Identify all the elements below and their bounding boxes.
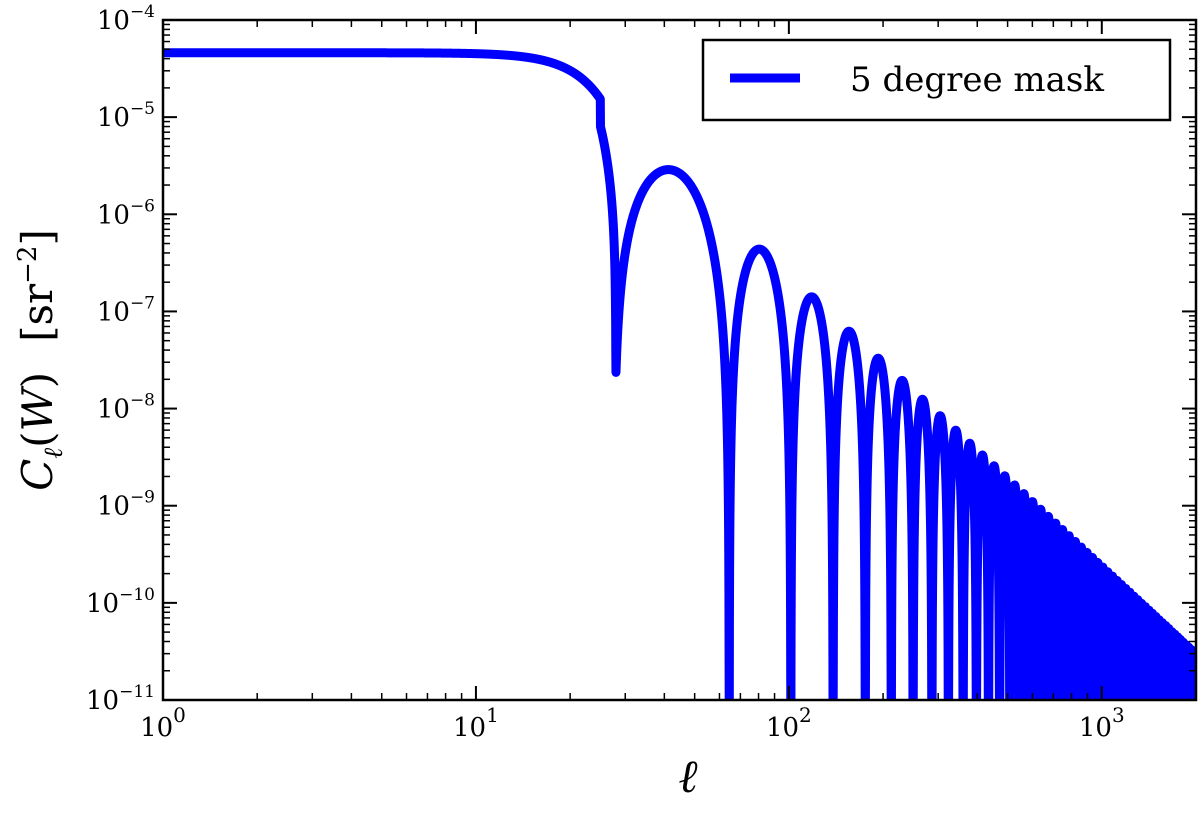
y-tick-label: 10−11	[86, 682, 155, 716]
legend-label: 5 degree mask	[850, 60, 1104, 100]
x-tick-label: 103	[1079, 703, 1125, 743]
y-tick-label: 10−4	[97, 2, 155, 36]
y-axis-label: Cℓ(W)[sr−2]	[13, 229, 69, 491]
legend: 5 degree mask	[701, 38, 1172, 122]
x-tick-label: 102	[766, 703, 812, 743]
x-axis-label: ℓ	[678, 749, 698, 803]
y-tick-label: 10−7	[97, 293, 155, 327]
y-tick-label: 10−10	[86, 585, 155, 619]
x-tick-label: 100	[140, 703, 186, 743]
y-tick-label: 10−6	[97, 196, 155, 230]
plot-frame	[161, 18, 1198, 702]
y-tick-label: 10−9	[97, 488, 155, 522]
series-line-5-degree-mask	[163, 48, 1196, 700]
x-tick-label: 101	[453, 703, 499, 743]
y-tick-label: 10−5	[97, 99, 155, 133]
svg-text:Cℓ(W)[sr−2]: Cℓ(W)[sr−2]	[13, 229, 69, 491]
y-tick-label: 10−8	[97, 391, 155, 425]
